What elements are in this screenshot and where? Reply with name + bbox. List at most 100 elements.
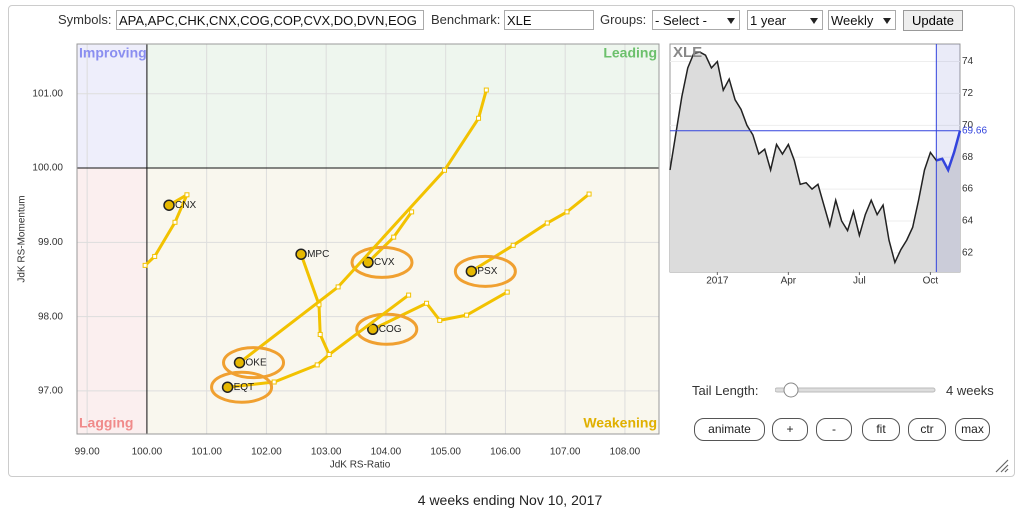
head-point xyxy=(465,265,478,278)
plot-border xyxy=(76,43,660,435)
y-axis-title: JdK RS-Momentum xyxy=(17,195,28,282)
control-button[interactable]: animate xyxy=(694,418,765,441)
benchmark-input[interactable]: XLE xyxy=(504,10,594,30)
y-tick-label: 68 xyxy=(962,152,974,163)
x-tick-label: 99.00 xyxy=(75,447,100,458)
recent-line xyxy=(936,130,962,174)
head-point xyxy=(221,381,234,393)
benchmark-label: Benchmark: xyxy=(431,12,501,27)
series-label: PSX xyxy=(477,266,497,277)
head-point xyxy=(362,256,374,269)
tail-slider[interactable] xyxy=(775,380,937,400)
control-button[interactable]: ctr xyxy=(908,418,946,441)
tail-point xyxy=(184,192,190,198)
y-tick-label: 99.00 xyxy=(38,237,63,248)
dropdown-arrow xyxy=(810,18,818,24)
tail-point xyxy=(317,331,323,337)
control-button[interactable]: max xyxy=(955,418,990,441)
quadrant-label: Leading xyxy=(603,45,657,61)
control-button[interactable]: - xyxy=(816,418,852,441)
group-select[interactable]: - Select - xyxy=(652,10,740,30)
tail-length-value: 4 weeks xyxy=(946,383,994,398)
head-point xyxy=(367,323,379,336)
quadrant-label: Improving xyxy=(79,45,147,61)
tail-point xyxy=(544,220,550,226)
tail-point xyxy=(483,87,489,93)
head-point xyxy=(163,199,175,211)
tail-point xyxy=(437,317,443,323)
y-tick-label: 97.00 xyxy=(38,386,63,397)
series-label: CVX xyxy=(374,257,395,268)
series-label: MPC xyxy=(307,249,329,260)
x-tick-label: 101.00 xyxy=(191,447,222,458)
tail-point xyxy=(391,234,397,240)
x-axis-title: JdK RS-Ratio xyxy=(330,460,391,471)
quadrant-label: Lagging xyxy=(79,415,133,431)
last-value-label: 69.66 xyxy=(962,125,987,136)
x-tick-label: 105.00 xyxy=(430,447,461,458)
symbols-input[interactable]: APA,APC,CHK,CNX,COG,COP,CVX,DO,DVN,EOG xyxy=(116,10,424,30)
series-label: OKE xyxy=(246,357,267,368)
update-button[interactable]: Update xyxy=(903,10,963,31)
y-tick-label: 74 xyxy=(962,56,974,67)
x-tick-label: 107.00 xyxy=(550,447,581,458)
highlight-ring xyxy=(453,254,517,288)
x-tick-label: 108.00 xyxy=(610,447,641,458)
highlight-ring xyxy=(222,346,286,380)
symbols-label: Symbols: xyxy=(58,12,112,27)
y-tick-label: 72 xyxy=(962,88,974,99)
tail-window xyxy=(936,44,960,272)
footer-caption: 4 weeks ending Nov 10, 2017 xyxy=(417,492,603,508)
highlight-ring xyxy=(210,370,274,404)
tail-point xyxy=(504,289,510,295)
y-tick-label: 101.00 xyxy=(32,88,63,99)
tail-point xyxy=(409,209,415,215)
resize-grip[interactable] xyxy=(994,458,1010,474)
tail-length-label: Tail Length: xyxy=(692,383,759,398)
tail-point xyxy=(424,300,430,306)
quadrant-leading xyxy=(146,44,660,169)
price-area xyxy=(670,51,960,272)
tail-point xyxy=(326,352,332,358)
period-value: 1 year xyxy=(750,13,787,28)
x-tick-label: Jul xyxy=(853,276,866,287)
dropdown-arrow xyxy=(727,18,735,24)
widget-frame xyxy=(8,5,1015,477)
tail-point xyxy=(586,191,592,197)
y-tick-label: 70 xyxy=(962,120,974,131)
series-label: EQT xyxy=(234,382,255,393)
head-point xyxy=(295,248,307,260)
series-label: COG xyxy=(379,324,402,335)
y-tick-label: 100.00 xyxy=(32,163,63,174)
tail-point xyxy=(152,253,158,259)
slider-knob[interactable] xyxy=(783,382,799,398)
tail-point xyxy=(464,312,470,318)
y-tick-label: 62 xyxy=(962,248,974,259)
x-tick-label: 100.00 xyxy=(132,447,163,458)
tail-point xyxy=(564,209,570,215)
tail-point xyxy=(510,242,516,248)
period-select[interactable]: 1 year xyxy=(747,10,823,30)
chart-title: XLE xyxy=(673,44,702,61)
x-tick-label: 103.00 xyxy=(311,447,342,458)
control-button[interactable]: fit xyxy=(862,418,900,441)
highlight-ring xyxy=(350,245,414,279)
highlight-ring xyxy=(355,312,419,346)
y-tick-label: 98.00 xyxy=(38,311,63,322)
control-button[interactable]: + xyxy=(772,418,808,441)
frequency-select[interactable]: Weekly xyxy=(828,10,896,30)
tail-point xyxy=(406,292,412,298)
quadrant-label: Weakening xyxy=(583,415,657,431)
tail-point xyxy=(335,284,341,290)
price-line xyxy=(669,51,961,265)
x-tick-label: 102.00 xyxy=(251,447,282,458)
x-tick-label: 106.00 xyxy=(490,447,521,458)
tail-point xyxy=(441,167,447,173)
groups-label: Groups: xyxy=(600,12,647,27)
tail-point xyxy=(314,362,320,368)
dropdown-arrow xyxy=(883,18,891,24)
x-tick-label: Oct xyxy=(923,276,939,287)
tail-point xyxy=(142,262,148,268)
